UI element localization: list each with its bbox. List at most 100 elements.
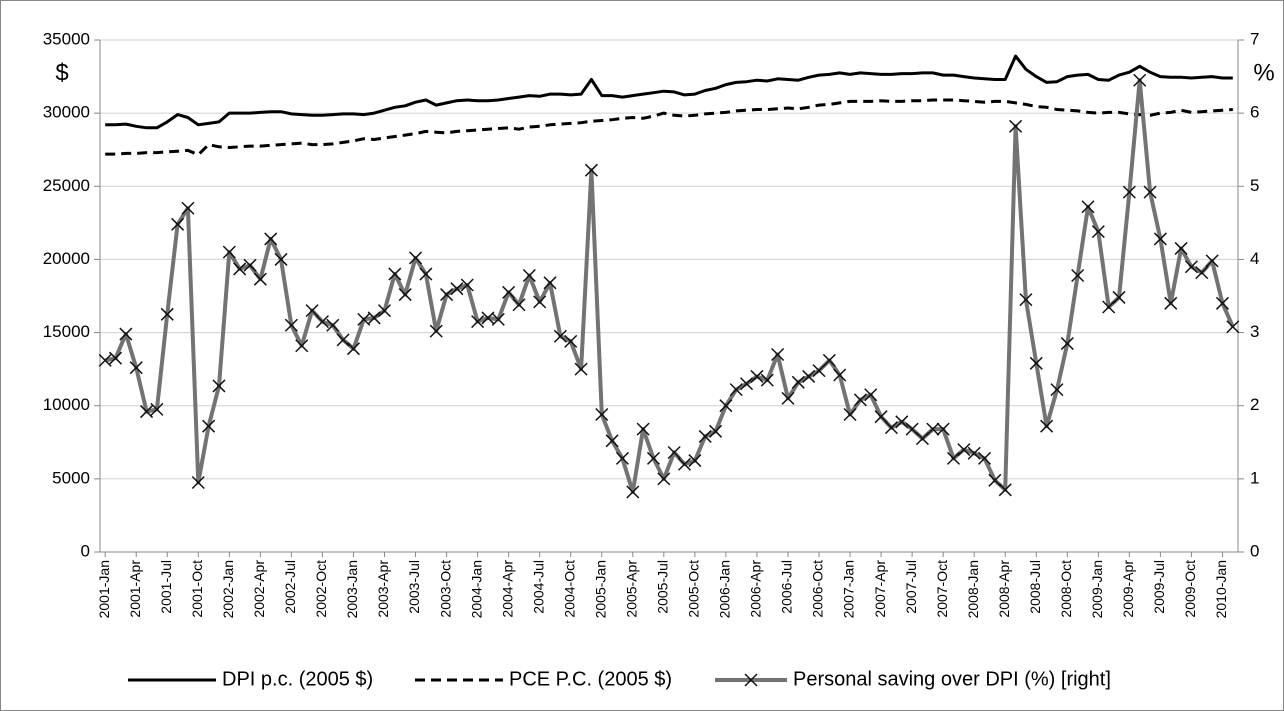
series-marker bbox=[181, 201, 195, 215]
series-marker bbox=[1226, 320, 1240, 334]
legend-marker bbox=[744, 673, 758, 687]
series-marker bbox=[895, 415, 909, 429]
series-marker bbox=[1009, 119, 1023, 133]
x-tick-label: 2005-Jan bbox=[592, 560, 608, 618]
series-marker bbox=[315, 315, 329, 329]
series-marker bbox=[419, 267, 433, 281]
series-marker bbox=[864, 388, 878, 402]
x-tick-label: 2006-Jan bbox=[717, 560, 733, 618]
series-marker bbox=[1091, 225, 1105, 239]
series-marker bbox=[502, 285, 516, 299]
series-marker bbox=[719, 399, 733, 413]
series-marker bbox=[884, 421, 898, 435]
x-tick-label: 2005-Oct bbox=[686, 560, 702, 618]
series-marker bbox=[491, 312, 505, 326]
series-marker bbox=[1050, 383, 1064, 397]
series-marker bbox=[729, 383, 743, 397]
x-tick-label: 2004-Oct bbox=[561, 560, 577, 618]
series-marker bbox=[667, 445, 681, 460]
series-marker bbox=[129, 361, 143, 375]
series-line bbox=[105, 98, 1233, 157]
y-tick-label: 15000 bbox=[43, 322, 90, 341]
y2-tick-label: 6 bbox=[1250, 103, 1259, 122]
series-marker bbox=[605, 434, 619, 448]
series-marker bbox=[440, 288, 454, 302]
x-tick-label: 2007-Jul bbox=[903, 560, 919, 614]
series-marker bbox=[584, 163, 598, 177]
series-marker bbox=[150, 402, 164, 416]
y2-tick-label: 0 bbox=[1250, 541, 1259, 560]
series-marker bbox=[522, 268, 536, 283]
x-tick-label: 2002-Oct bbox=[313, 560, 329, 618]
series-marker bbox=[791, 375, 805, 389]
series-marker bbox=[657, 472, 671, 486]
x-tick-label: 2009-Apr bbox=[1120, 560, 1136, 618]
series-marker bbox=[274, 252, 288, 266]
series-marker bbox=[1019, 293, 1033, 307]
y-tick-label: 30000 bbox=[43, 103, 90, 122]
series-marker bbox=[760, 373, 774, 387]
series-marker bbox=[853, 393, 867, 407]
series-marker bbox=[750, 369, 764, 383]
series-marker bbox=[171, 217, 185, 231]
series-marker bbox=[998, 483, 1012, 497]
series-marker bbox=[450, 282, 464, 296]
series-marker bbox=[946, 451, 961, 465]
y-tick-label: 0 bbox=[81, 541, 90, 560]
series-marker bbox=[295, 339, 309, 353]
x-tick-label: 2002-Apr bbox=[251, 560, 267, 618]
x-tick-label: 2004-Jul bbox=[530, 560, 546, 614]
x-tick-label: 2008-Jul bbox=[1027, 560, 1043, 614]
series-marker bbox=[936, 422, 950, 436]
x-tick-label: 2001-Jan bbox=[96, 560, 112, 618]
series-marker bbox=[1153, 232, 1167, 246]
series-marker bbox=[615, 451, 629, 465]
series-line bbox=[105, 54, 1233, 130]
series-marker bbox=[698, 429, 712, 443]
series-marker bbox=[305, 304, 319, 318]
x-tick-label: 2004-Apr bbox=[499, 560, 515, 618]
series-marker bbox=[1164, 296, 1178, 310]
x-tick-label: 2006-Jul bbox=[779, 560, 795, 614]
legend-label: DPI p.c. (2005 $) bbox=[222, 668, 373, 690]
series-marker bbox=[1205, 254, 1219, 268]
x-tick-label: 2003-Apr bbox=[375, 560, 391, 618]
series-marker bbox=[709, 424, 723, 438]
series-marker bbox=[595, 407, 609, 422]
series-marker bbox=[833, 368, 847, 382]
series-marker bbox=[781, 391, 795, 405]
x-tick-label: 2009-Jul bbox=[1151, 560, 1167, 614]
x-tick-label: 2004-Jan bbox=[468, 560, 484, 618]
y-tick-label: 35000 bbox=[43, 29, 90, 48]
x-tick-label: 2003-Jan bbox=[344, 560, 360, 618]
series-marker bbox=[802, 369, 816, 383]
x-tick-label: 2007-Apr bbox=[872, 560, 888, 618]
series-marker bbox=[926, 422, 940, 436]
series-marker bbox=[264, 232, 278, 246]
x-tick-label: 2003-Oct bbox=[437, 560, 453, 618]
series-marker bbox=[377, 304, 392, 318]
series-marker bbox=[202, 419, 216, 433]
series-line bbox=[104, 78, 1235, 494]
series-marker bbox=[1215, 296, 1230, 310]
series-marker bbox=[233, 262, 247, 276]
series-marker bbox=[1122, 185, 1136, 199]
y2-axis-label: % bbox=[1253, 59, 1274, 86]
x-tick-label: 2006-Apr bbox=[748, 560, 764, 618]
series-marker bbox=[388, 267, 402, 281]
series-marker bbox=[1040, 419, 1054, 433]
y2-tick-label: 2 bbox=[1250, 395, 1259, 414]
series-marker bbox=[543, 276, 557, 290]
series-marker bbox=[1133, 73, 1147, 87]
series-marker bbox=[978, 451, 992, 465]
series-marker bbox=[471, 315, 485, 329]
x-tick-label: 2005-Jul bbox=[655, 560, 671, 614]
series-marker bbox=[812, 364, 826, 378]
x-tick-label: 2001-Oct bbox=[189, 560, 205, 618]
y2-tick-label: 4 bbox=[1250, 249, 1259, 268]
series-marker bbox=[688, 454, 702, 468]
series-marker bbox=[1060, 337, 1074, 351]
series-marker bbox=[108, 351, 123, 365]
x-tick-label: 2008-Jan bbox=[965, 560, 981, 618]
